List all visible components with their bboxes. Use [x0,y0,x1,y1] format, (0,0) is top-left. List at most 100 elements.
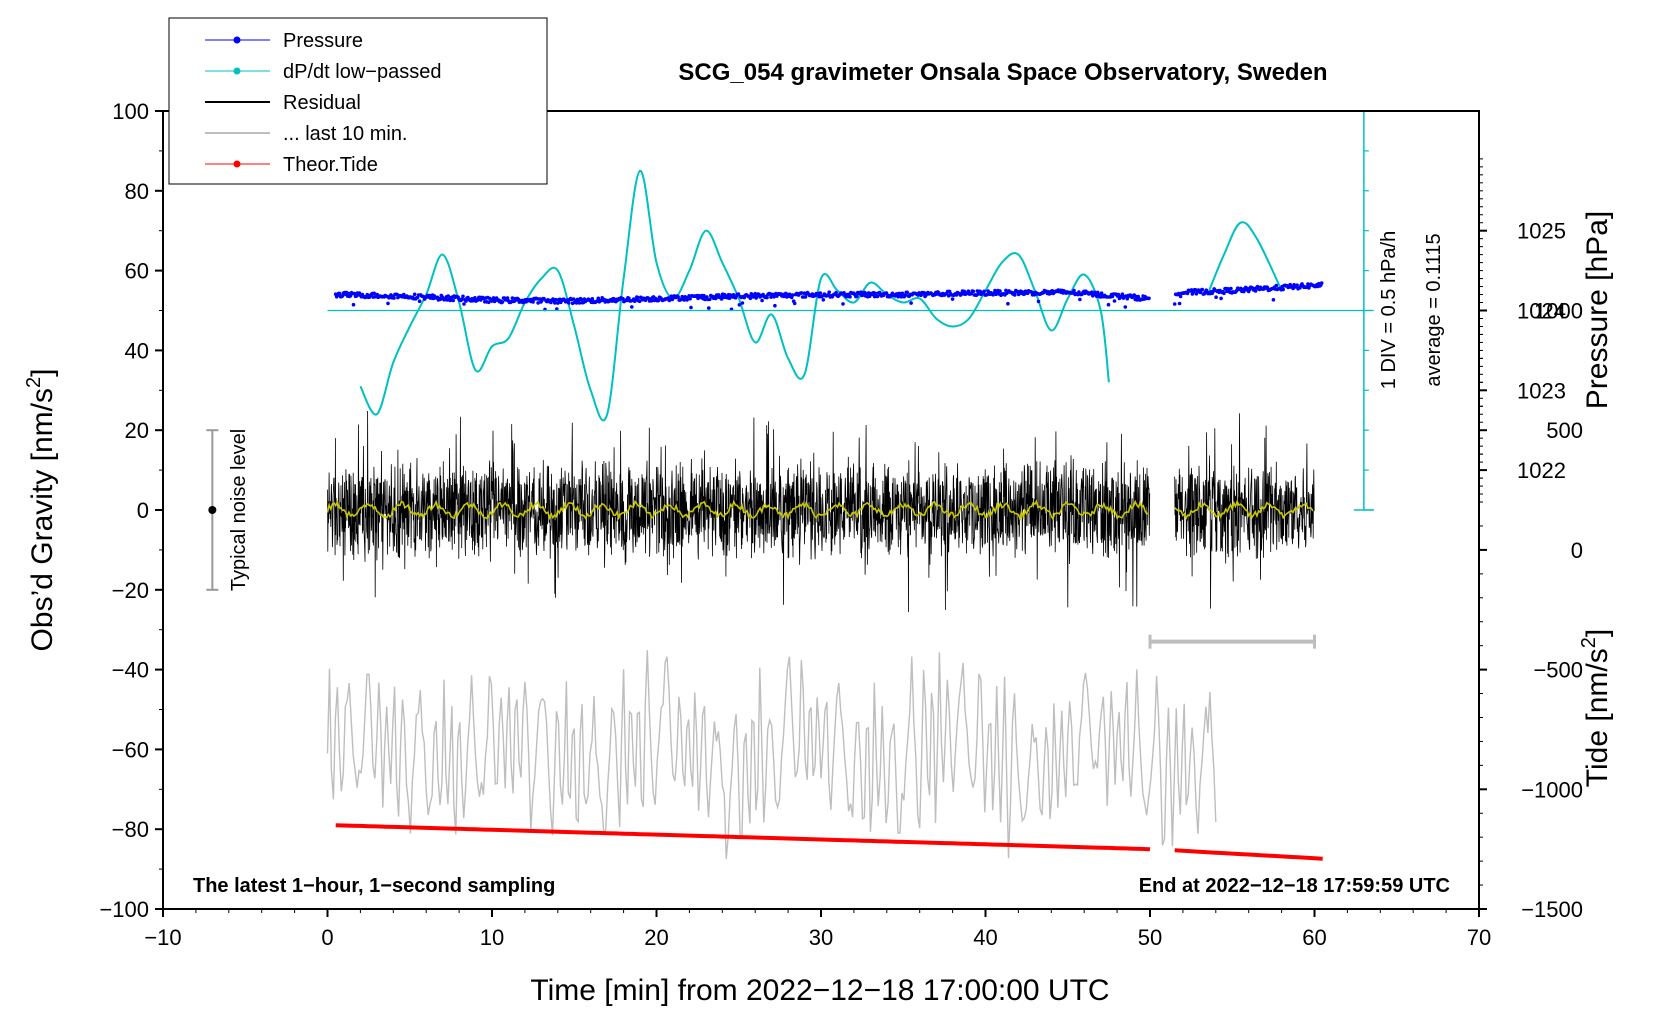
pressure-point [765,295,769,300]
pressure-point [554,297,558,302]
pressure-point [1200,287,1205,292]
residual-series [327,410,1315,613]
legend-label-pressure: Pressure [283,30,363,52]
last-10-min-line [326,650,1217,860]
pressure-point [1176,291,1181,296]
y-tick-label: −40 [112,658,149,683]
pressure-point [966,289,971,294]
tide-tick-label: −500 [1533,658,1583,683]
x-tick-label: 10 [480,925,504,950]
pressure-point [773,303,777,308]
pressure-point [676,295,680,299]
legend: Pressure dP/dt low−passed Residual ... l… [168,17,548,185]
x-tick-label: 50 [1138,925,1162,950]
pressure-point [1112,299,1117,303]
noise-level-dot [208,506,217,514]
theoretical-tide-series [335,823,1323,861]
pressure-point [790,293,795,297]
pressure-point [760,298,764,303]
pressure-point [448,298,453,303]
axes-layer: −10 0 10 20 30 40 50 60 70−100−80−60−40−20020406… [99,99,1583,950]
pressure-point [689,305,693,310]
pressure-point [635,295,640,300]
pressure-point [976,292,981,296]
x-tick-label: 60 [1302,925,1326,950]
tide-tick-label: 500 [1546,418,1583,443]
y-tick-label: 60 [125,259,149,284]
pressure-point [905,290,909,295]
pressure-point [922,290,926,295]
pressure-point [821,298,826,302]
y-tick-label: 0 [137,498,149,523]
pressure-tick-label: 1022 [1517,458,1566,483]
pressure-point [1253,289,1258,293]
x-tick-label: 70 [1467,925,1491,950]
pressure-point [1274,283,1279,288]
dpdt-line [359,169,1110,422]
tide-tick-label: −1000 [1521,777,1583,802]
pressure-point [1072,288,1076,293]
pressure-point [451,298,456,303]
pressure-point [688,297,692,301]
pressure-point [1077,290,1081,294]
pressure-point [579,297,584,302]
average-label: average = 0.1115 [1423,233,1445,386]
pressure-point [834,290,838,295]
pressure-point [1091,294,1095,298]
pressure-point [971,289,976,294]
dpdt-line [1206,221,1283,295]
y-axis-title-tide: Tide [nm/s2] [1578,629,1614,787]
legend-marker-dpdt [233,67,241,75]
pressure-point [577,301,582,305]
pressure-point [803,295,808,299]
pressure-point [818,291,823,295]
pressure-point [687,294,691,298]
pressure-point [1265,285,1270,290]
pressure-point [656,298,661,303]
legend-label-dpdt: dP/dt low−passed [283,61,441,83]
pressure-point [772,295,776,299]
pressure-point [412,292,417,297]
pressure-point [536,301,540,305]
pressure-series [333,281,1324,312]
pressure-point [982,289,986,294]
pressure-point [1271,298,1276,302]
pressure-point [1078,297,1082,302]
pressure-point [1177,301,1182,306]
pressure-point [510,296,515,300]
pressure-point [702,293,706,298]
pressure-point [1013,293,1017,297]
pressure-point [1185,291,1190,296]
pressure-point [337,291,342,296]
pressure-point [590,297,595,301]
x-tick-label: 40 [973,925,997,950]
pressure-point [486,300,491,305]
pressure-point [340,294,345,298]
pressure-point [682,298,686,302]
tide-tick-label: 0 [1571,538,1583,563]
pressure-point [1281,287,1285,292]
pressure-point [386,301,390,306]
pressure-point [1123,305,1128,309]
tide-line [335,823,1151,852]
pressure-point [1219,296,1223,301]
last-10-min-series [326,650,1217,860]
pressure-point [417,299,422,304]
pressure-point [402,292,406,297]
pressure-point [873,291,878,296]
legend-entry-tide: Theor.Tide [205,154,378,176]
pressure-point [556,301,560,305]
smoothed-residual-series [326,499,1314,522]
pressure-point [1004,288,1008,293]
pressure-point [553,301,557,305]
tide-line [1174,848,1323,861]
pressure-point [1006,301,1010,306]
y-tick-label: −20 [112,578,149,603]
tide-tick-label: −1500 [1521,897,1583,922]
pressure-point [827,290,831,295]
legend-entry-dpdt: dP/dt low−passed [205,61,441,83]
residual-line-segment [1174,413,1315,609]
pressure-point [372,291,377,296]
pressure-point [1178,294,1183,299]
